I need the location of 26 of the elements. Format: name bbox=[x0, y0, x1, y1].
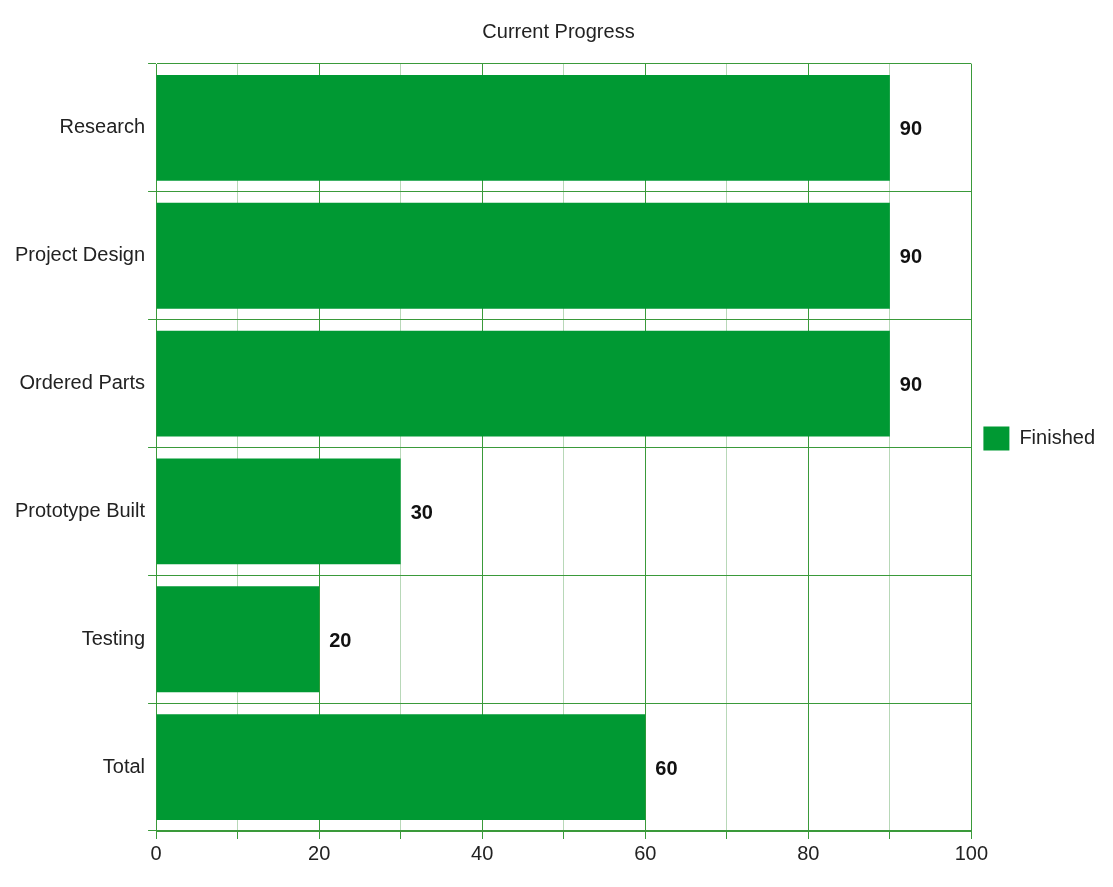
bar bbox=[156, 458, 401, 565]
bar bbox=[156, 714, 646, 821]
data-label: 90 bbox=[899, 117, 923, 140]
y-tick-label: Research bbox=[59, 115, 146, 138]
x-tick-label: 80 bbox=[797, 841, 820, 864]
data-label: 90 bbox=[899, 245, 923, 268]
bar bbox=[156, 202, 890, 309]
data-label: 30 bbox=[410, 500, 433, 523]
x-tick-label: 60 bbox=[634, 841, 657, 864]
data-label: 60 bbox=[655, 756, 678, 779]
y-tick-label: Project Design bbox=[15, 243, 146, 266]
y-tick-label: Prototype Built bbox=[14, 498, 146, 521]
y-tick-label: Ordered Parts bbox=[19, 371, 146, 394]
chart-title: Current Progress bbox=[482, 19, 635, 42]
bar bbox=[156, 586, 320, 693]
x-tick-label: 0 bbox=[150, 841, 162, 864]
data-label: 20 bbox=[329, 628, 352, 651]
data-label: 90 bbox=[899, 373, 923, 396]
x-tick-label: 100 bbox=[954, 841, 989, 864]
y-tick-label: Total bbox=[102, 754, 146, 777]
x-tick-label: 20 bbox=[308, 841, 331, 864]
legend-label: Finished bbox=[1019, 426, 1096, 449]
bar bbox=[156, 330, 890, 437]
y-tick-label: Testing bbox=[81, 626, 146, 649]
x-tick-label: 40 bbox=[471, 841, 494, 864]
bar bbox=[156, 74, 890, 181]
